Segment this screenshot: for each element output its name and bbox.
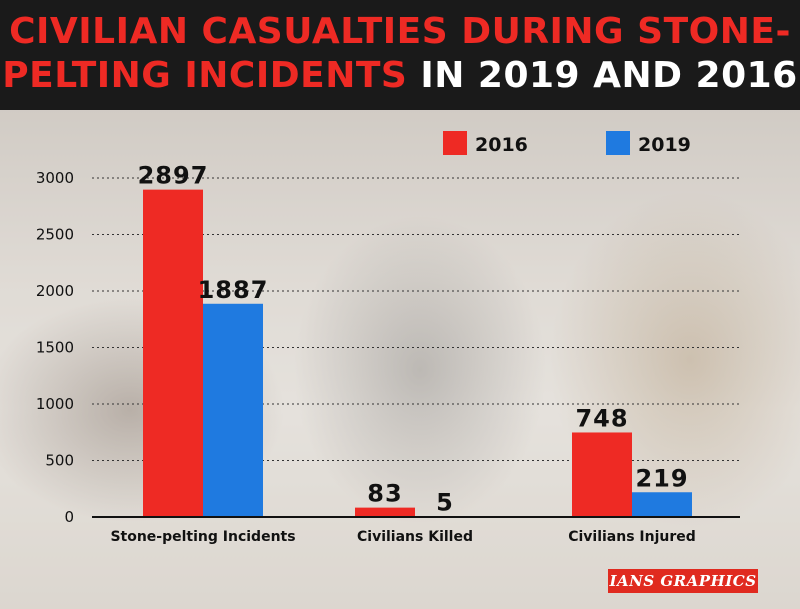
value-labels: 2897 1887 83 5 748 219 <box>138 162 688 517</box>
value-label-2019-2: 219 <box>635 464 688 492</box>
title-line-2-red: PELTING INCIDENTS <box>2 55 408 96</box>
value-label-2019-1: 5 <box>436 488 454 516</box>
header-bar: CIVILIAN CASUALTIES DURING STONE- PELTIN… <box>0 0 800 110</box>
credit-badge: IANS GRAPHICS <box>608 569 758 593</box>
bar-2019-2 <box>632 492 692 517</box>
y-tick-label: 0 <box>64 508 74 526</box>
y-tick-label: 1500 <box>36 339 74 357</box>
y-tick-label: 2500 <box>36 226 74 244</box>
value-label-2016-2: 748 <box>575 404 628 432</box>
bar-2016-0 <box>143 189 203 517</box>
bar-2016-1 <box>355 507 415 517</box>
legend: 2016 2019 <box>443 131 691 156</box>
photo-overlay <box>0 110 800 609</box>
y-axis-ticks: 0 500 1000 1500 2000 2500 3000 <box>36 169 74 526</box>
legend-label-2016: 2016 <box>475 134 528 156</box>
bar-2019-0 <box>203 303 263 517</box>
category-label-2: Civilians Injured <box>568 529 696 545</box>
category-label-0: Stone-pelting Incidents <box>110 529 295 545</box>
value-label-2016-0: 2897 <box>138 162 209 190</box>
legend-swatch-2016 <box>443 131 467 155</box>
legend-label-2019: 2019 <box>638 134 691 156</box>
title-line-1: CIVILIAN CASUALTIES DURING STONE- <box>9 11 791 52</box>
legend-swatch-2019 <box>606 131 630 155</box>
y-tick-label: 3000 <box>36 169 74 187</box>
bars <box>143 189 692 517</box>
value-label-2019-0: 1887 <box>198 276 269 304</box>
title-line-2-white: IN 2019 AND 2016 <box>407 55 798 96</box>
value-label-2016-1: 83 <box>367 480 402 508</box>
bar-2016-2 <box>572 432 632 517</box>
y-tick-label: 2000 <box>36 282 74 300</box>
y-tick-label: 500 <box>45 452 74 470</box>
background-photo <box>0 110 800 609</box>
title-line-2: PELTING INCIDENTS IN 2019 AND 2016 <box>0 54 800 98</box>
category-label-1: Civilians Killed <box>357 529 473 545</box>
category-labels: Stone-pelting Incidents Civilians Killed C… <box>110 529 695 545</box>
y-tick-label: 1000 <box>36 395 74 413</box>
